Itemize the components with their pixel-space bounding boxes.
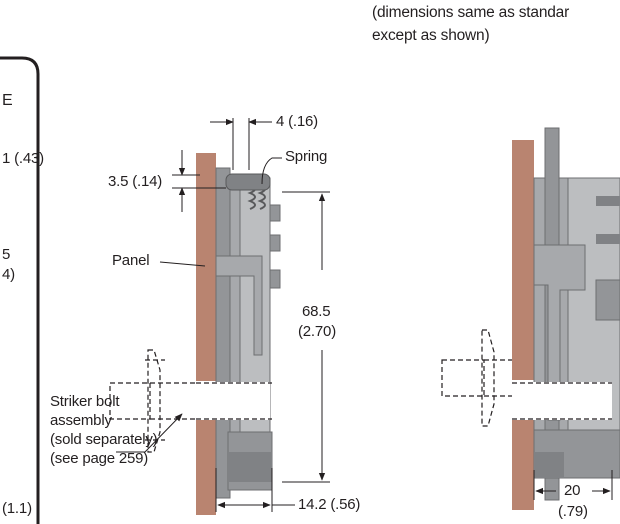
right-latch [441,127,620,510]
left-panel-frame [0,56,40,524]
dim-height-mm-label: 68.5 [302,303,331,320]
striker-leader [116,413,183,453]
panel-label: Panel [112,252,150,269]
panel-upper [196,153,216,381]
left-dim-mid-b: 4) [2,266,15,283]
right-dim-mm-label: 20 [564,482,581,499]
panel-leader [159,261,206,267]
right-panel-upper [512,140,534,380]
striker-label-line-1: Striker bolt [50,393,120,410]
dim-depth-label: 14.2 (.56) [298,496,361,513]
left-letter: E [2,92,13,109]
dim-offset-top-label: 3.5 (.14) [108,173,163,190]
left-dim-bottom: (1.1) [2,500,32,517]
latch-hook [215,255,263,356]
note-line-1: (dimensions same as standar [372,4,570,21]
right-panel-lower [512,420,534,510]
spring-leader [261,157,282,185]
striker-label-line-4: (see page 259) [50,450,149,467]
striker-label-line-3: (sold separately) [50,431,158,448]
spring-label: Spring [285,148,328,165]
note-line-2: except as shown) [372,27,490,44]
left-dim-mid-a: 5 [2,246,11,263]
striker-label-line-2: assembly [50,412,112,429]
latch-cap [225,173,271,191]
dim-spring-gap-label: 4 (.16) [276,113,318,130]
left-dim-top: 1 (.43) [2,150,44,167]
middle-latch [109,118,330,515]
panel-lower [196,420,216,515]
right-dim-in-label: (.79) [558,503,588,520]
dim-height-in-label: (2.70) [298,323,336,340]
